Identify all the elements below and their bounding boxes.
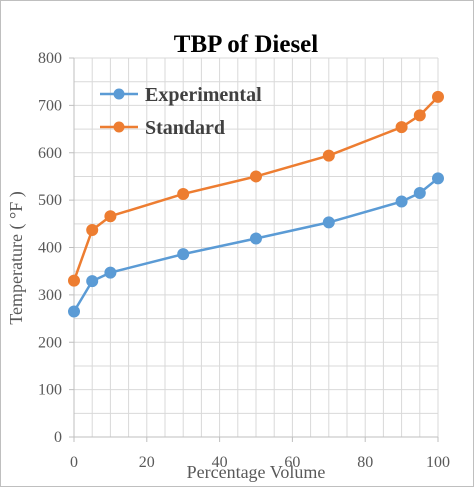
y-tick-label: 500 xyxy=(38,192,62,209)
legend-experimental-label: Experimental xyxy=(145,84,262,106)
legend-standard-swatch-marker xyxy=(113,121,125,133)
y-tick-label: 700 xyxy=(38,97,62,114)
experimental-point xyxy=(177,248,190,261)
y-tick-label: 200 xyxy=(38,334,62,351)
legend-standard-label: Standard xyxy=(145,117,225,139)
x-tick-label: 20 xyxy=(139,454,155,471)
experimental-point xyxy=(68,305,80,318)
x-tick-label: 80 xyxy=(357,454,373,471)
chart-title: TBP of Diesel xyxy=(174,31,318,58)
experimental-point xyxy=(86,275,99,288)
standard-point xyxy=(322,149,335,162)
y-tick-label: 100 xyxy=(38,382,62,399)
gridlines xyxy=(74,57,439,437)
standard-point xyxy=(250,170,262,183)
y-axis-label: Temperature ( °F ) xyxy=(6,191,27,324)
standard-point xyxy=(395,121,408,134)
standard-point xyxy=(413,109,426,122)
y-tick-label: 400 xyxy=(38,240,62,257)
legend: Experimental Standard xyxy=(100,84,262,139)
x-tick-label: 40 xyxy=(212,454,228,471)
experimental-point xyxy=(432,172,444,185)
y-tick-label: 0 xyxy=(54,429,62,446)
experimental-point xyxy=(104,266,117,279)
standard-point xyxy=(104,210,117,223)
tick-labels: 0 20 40 60 80 100 0 100 200 300 400 500 600 700 800 xyxy=(38,50,450,471)
y-tick-label: 300 xyxy=(38,287,62,304)
series-layer xyxy=(68,90,444,318)
experimental-point xyxy=(413,187,426,200)
standard-point xyxy=(68,274,80,287)
y-tick-label: 800 xyxy=(38,50,62,67)
experimental-point xyxy=(322,216,335,229)
x-tick-label: 0 xyxy=(70,454,78,471)
standard-point xyxy=(432,90,444,103)
legend-experimental-swatch-marker xyxy=(113,88,125,100)
experimental-point xyxy=(395,195,408,208)
standard-point xyxy=(177,187,190,200)
x-axis-label: Percentage Volume xyxy=(187,462,326,482)
y-tick-label: 600 xyxy=(38,145,62,162)
x-tick-label: 60 xyxy=(284,454,300,471)
experimental-point xyxy=(250,232,262,245)
x-tick-label: 100 xyxy=(426,454,450,471)
standard-point xyxy=(86,223,99,236)
